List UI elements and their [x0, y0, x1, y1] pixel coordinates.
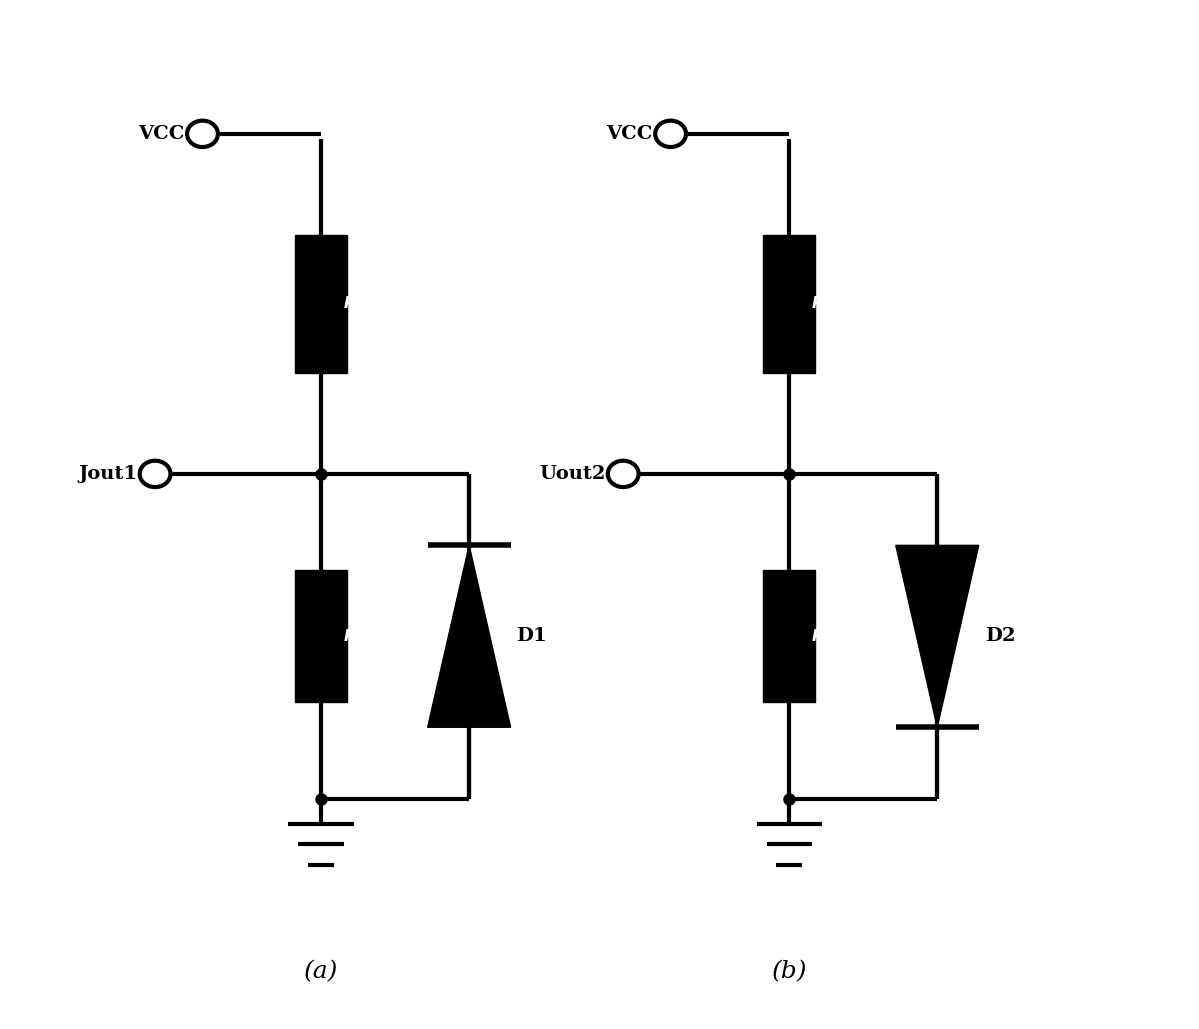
Circle shape: [139, 461, 170, 487]
Text: (b): (b): [771, 960, 807, 983]
Text: (a): (a): [303, 960, 338, 983]
Circle shape: [655, 120, 686, 147]
Text: D2: D2: [984, 628, 1016, 645]
Bar: [763, 570, 815, 703]
Text: D1: D1: [517, 628, 547, 645]
Text: Uout2: Uout2: [540, 465, 605, 483]
Text: R2: R2: [344, 629, 366, 644]
Bar: [295, 235, 347, 374]
Text: Jout1: Jout1: [78, 465, 138, 483]
Text: R1: R1: [344, 296, 366, 312]
Text: VCC: VCC: [138, 125, 185, 143]
Text: R2: R2: [812, 629, 835, 644]
Polygon shape: [896, 545, 978, 728]
Circle shape: [187, 120, 218, 147]
Bar: [763, 235, 815, 374]
Text: VCC: VCC: [607, 125, 652, 143]
Bar: [295, 570, 347, 703]
Circle shape: [608, 461, 639, 487]
Polygon shape: [428, 545, 511, 728]
Text: R1: R1: [812, 296, 835, 312]
